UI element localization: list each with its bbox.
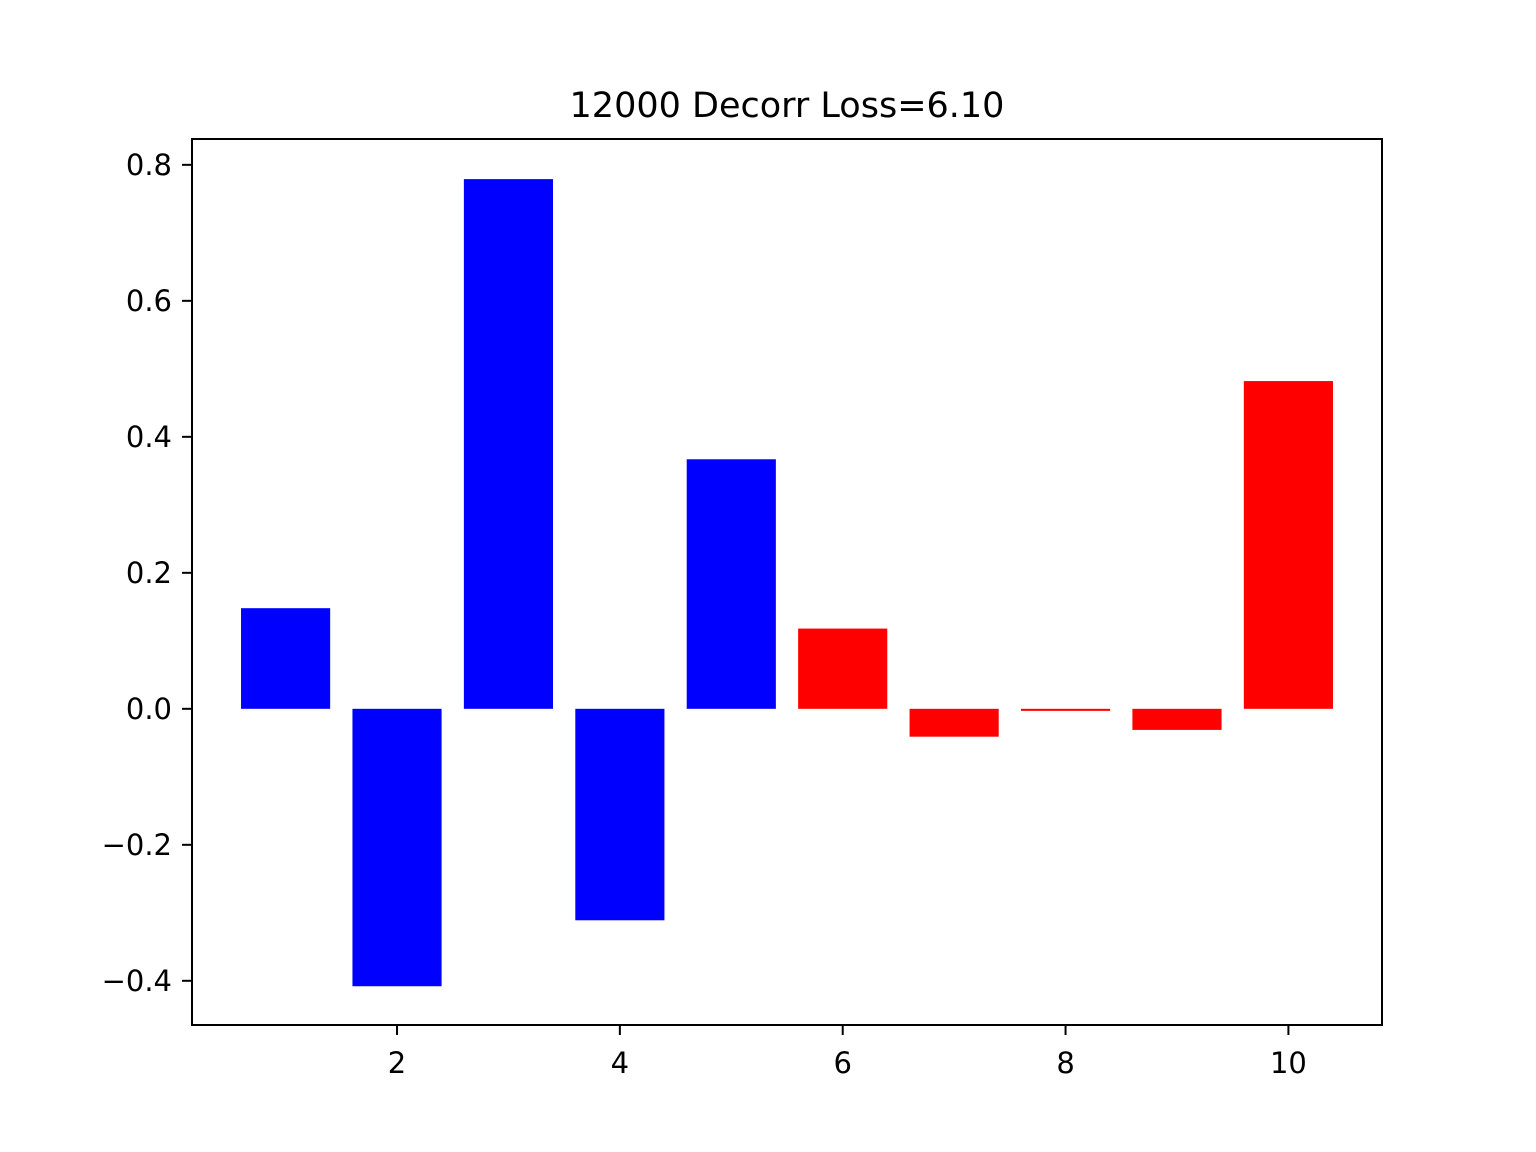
x-tick-label: 2 xyxy=(388,1046,406,1080)
bar-7 xyxy=(909,708,999,737)
bars-group xyxy=(241,179,1333,987)
bar-8 xyxy=(1020,708,1111,711)
plot-frame xyxy=(191,138,1383,1026)
bar-3 xyxy=(463,179,554,709)
y-tick-label: 0.6 xyxy=(126,284,172,318)
y-tick-label: −0.2 xyxy=(102,828,172,862)
bar-10 xyxy=(1243,381,1333,709)
bar-6 xyxy=(798,628,888,709)
y-tick-label: 0.8 xyxy=(126,148,172,182)
x-tick-label: 8 xyxy=(1056,1046,1074,1080)
x-tick-label: 4 xyxy=(611,1046,629,1080)
y-axis: −0.4 −0.2 0.0 0.2 0.4 0.6 0.8 xyxy=(102,148,192,998)
bar-2 xyxy=(352,708,442,987)
y-tick-label: −0.4 xyxy=(102,964,172,998)
bar-1 xyxy=(241,608,331,709)
x-tick-label: 10 xyxy=(1270,1046,1307,1080)
x-tick-label: 6 xyxy=(833,1046,851,1080)
chart-title: 12000 Decorr Loss=6.10 xyxy=(570,86,1005,126)
y-tick-label: 0.4 xyxy=(126,420,172,454)
bar-9 xyxy=(1132,708,1222,730)
y-tick-label: 0.0 xyxy=(126,692,172,726)
y-tick-label: 0.2 xyxy=(126,556,172,590)
bar-5 xyxy=(686,459,776,709)
x-axis: 2 4 6 8 10 xyxy=(388,1025,1307,1080)
bar-4 xyxy=(575,708,665,921)
